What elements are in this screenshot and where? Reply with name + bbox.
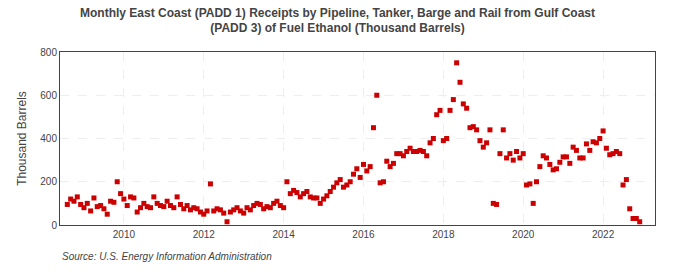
svg-text:400: 400	[40, 133, 57, 144]
svg-text:Thousand Barrels: Thousand Barrels	[15, 91, 29, 186]
svg-text:2014: 2014	[272, 229, 295, 240]
svg-text:200: 200	[40, 176, 57, 187]
svg-text:0: 0	[51, 220, 57, 231]
svg-text:800: 800	[40, 47, 57, 58]
svg-text:2020: 2020	[512, 229, 535, 240]
svg-text:2010: 2010	[113, 229, 136, 240]
svg-text:Monthly East Coast (PADD 1) Re: Monthly East Coast (PADD 1) Receipts by …	[80, 6, 595, 36]
svg-text:2022: 2022	[592, 229, 615, 240]
svg-text:2016: 2016	[352, 229, 375, 240]
svg-text:Source: U.S. Energy Informatio: Source: U.S. Energy Information Administ…	[62, 251, 272, 262]
svg-text:2012: 2012	[193, 229, 216, 240]
svg-text:600: 600	[40, 90, 57, 101]
svg-text:2018: 2018	[432, 229, 455, 240]
